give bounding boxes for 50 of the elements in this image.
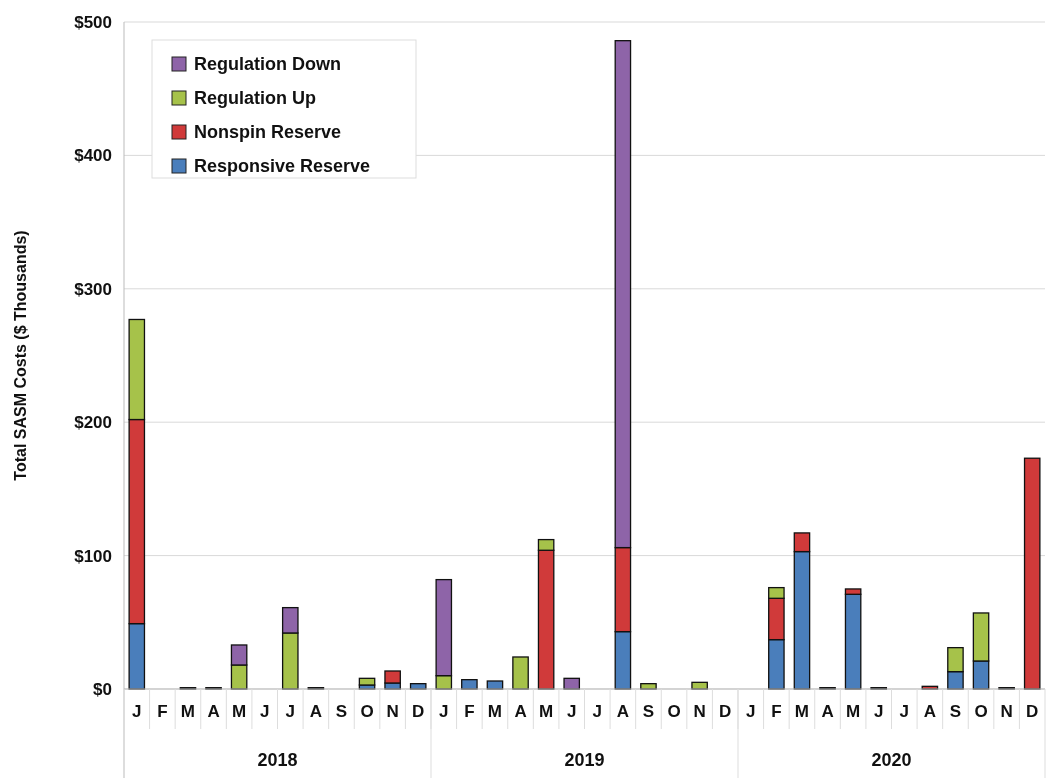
y-tick-label: $100 xyxy=(74,546,112,566)
x-tick-label: D xyxy=(1026,702,1039,721)
y-tick-label: $300 xyxy=(74,279,112,299)
x-tick-label: D xyxy=(412,702,425,721)
x-tick-label: J xyxy=(566,702,577,721)
y-tick-label: $400 xyxy=(74,146,112,166)
legend-label: Responsive Reserve xyxy=(194,156,371,177)
x-tick-label: M xyxy=(794,702,810,721)
x-tick-label: J xyxy=(132,702,142,721)
x-tick-label: F xyxy=(771,702,782,721)
y-tick-label: $200 xyxy=(74,413,112,433)
text: 2018 xyxy=(257,750,298,770)
x-tick-label: A xyxy=(309,702,323,721)
legend-label: Regulation Down xyxy=(194,54,341,75)
x-tick-label: M xyxy=(846,702,861,721)
x-tick-label: S xyxy=(642,702,655,721)
x-tick-label: N xyxy=(386,702,399,721)
x-tick-label: O xyxy=(360,702,374,721)
x-tick-label: M xyxy=(539,702,554,721)
text: 2019 xyxy=(564,750,605,770)
x-tick-label: O xyxy=(974,702,988,721)
x-tick-label: F xyxy=(157,702,168,721)
x-tick-label: N xyxy=(693,702,706,721)
legend-label: Regulation Up xyxy=(194,88,316,109)
x-tick-label: S xyxy=(335,702,348,721)
x-tick-label: A xyxy=(821,702,834,721)
x-tick-label: A xyxy=(616,702,630,721)
x-tick-label: J xyxy=(439,702,449,721)
x-tick-label: J xyxy=(285,702,296,721)
x-tick-label: A xyxy=(514,702,527,721)
y-axis-title: Total SASM Costs ($ Thousands) xyxy=(12,230,29,481)
x-tick-label: S xyxy=(949,702,962,721)
x-tick-label: F xyxy=(464,702,475,721)
legend-label: Nonspin Reserve xyxy=(194,122,342,143)
x-tick-label: J xyxy=(899,702,910,721)
x-tick-label: M xyxy=(180,702,196,721)
x-tick-label: N xyxy=(1000,702,1013,721)
y-tick-label: $500 xyxy=(74,12,112,32)
x-tick-label: J xyxy=(873,702,884,721)
text: 2020 xyxy=(871,750,912,770)
x-tick-label: A xyxy=(207,702,220,721)
x-tick-label: A xyxy=(923,702,937,721)
x-tick-label: O xyxy=(667,702,681,721)
y-tick-label: $0 xyxy=(93,679,112,699)
x-tick-label: M xyxy=(232,702,247,721)
x-tick-label: M xyxy=(487,702,503,721)
x-tick-label: J xyxy=(259,702,270,721)
x-tick-label: J xyxy=(592,702,603,721)
x-tick-label: J xyxy=(746,702,756,721)
x-tick-label: D xyxy=(719,702,732,721)
